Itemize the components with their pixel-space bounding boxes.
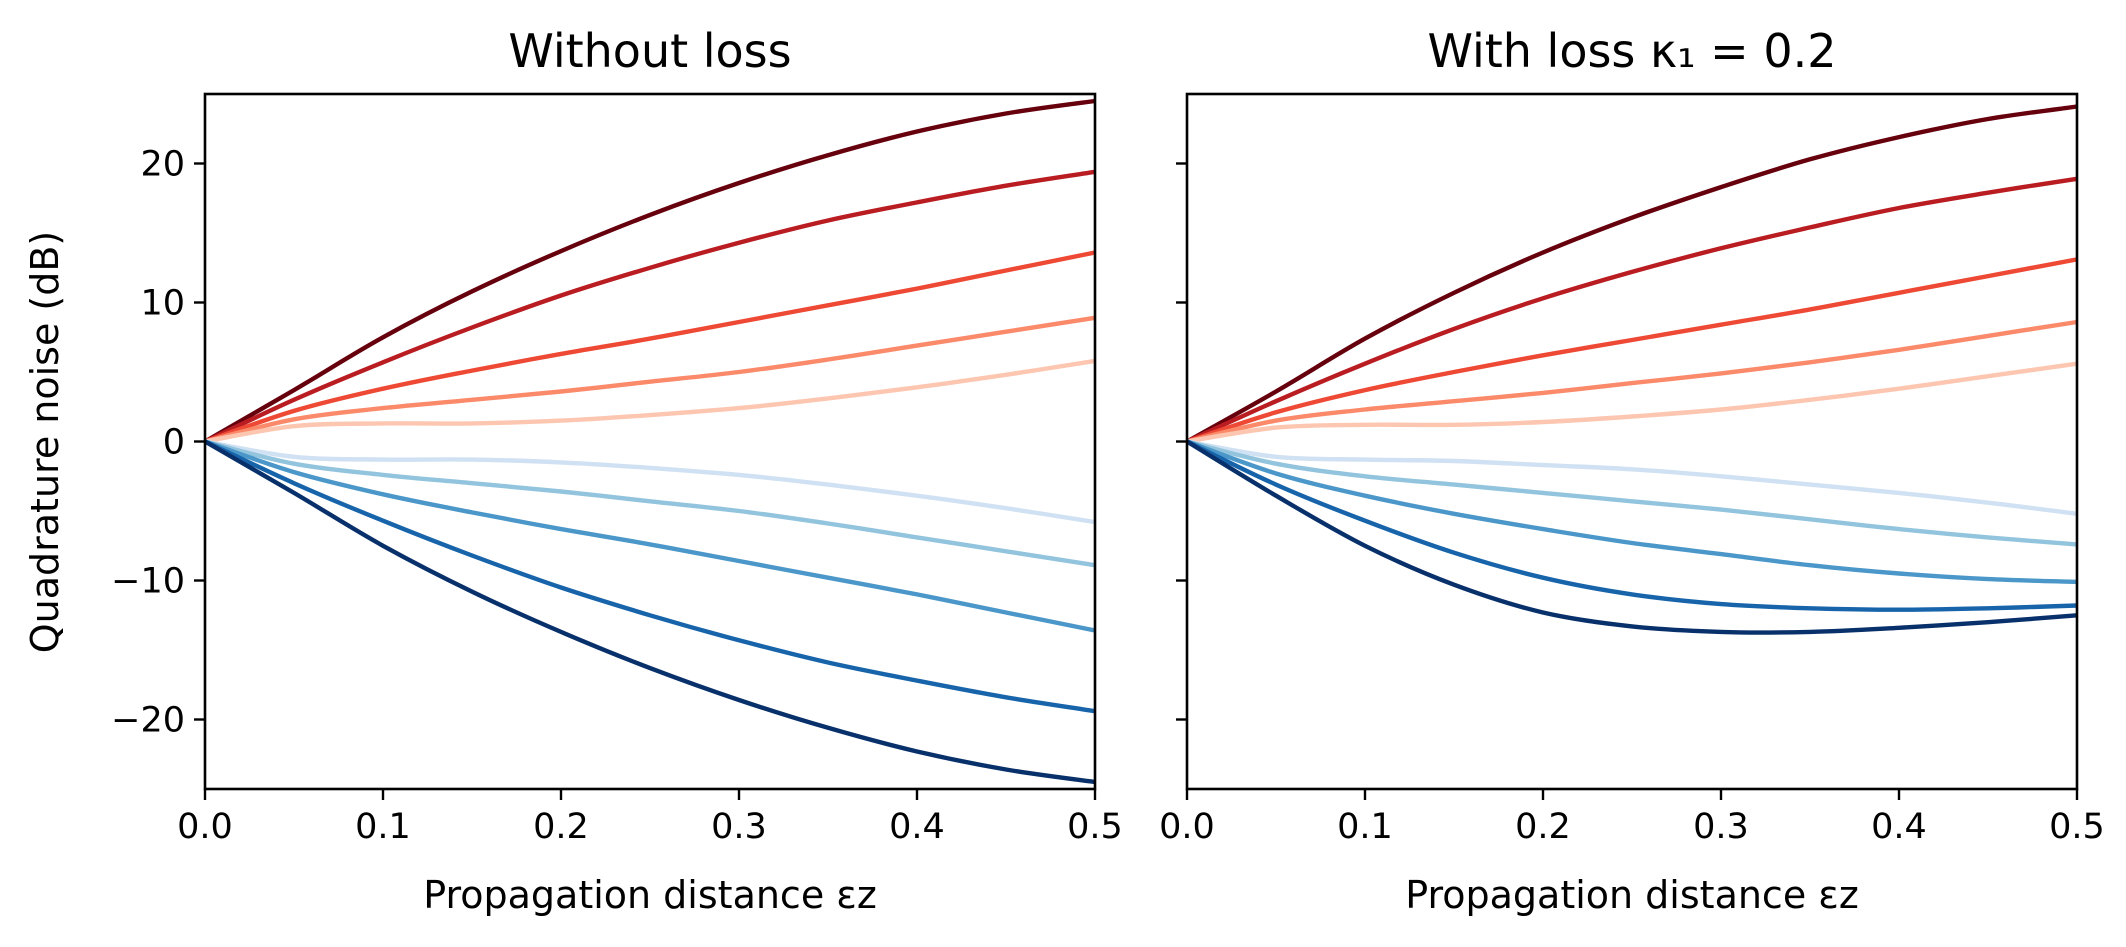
series-line-2 [1186, 176, 2078, 444]
y-tick-label: 0 [163, 423, 185, 463]
y-tick-label: −20 [111, 701, 185, 741]
series-line-3 [204, 250, 1096, 444]
series-line-1 [203, 98, 1096, 444]
series-line-10 [1185, 439, 2078, 635]
x-tick-label: 0.1 [355, 807, 411, 847]
x-tick-label: 0.2 [533, 807, 589, 847]
y-tick-label: 10 [140, 284, 185, 324]
series-line-5 [204, 358, 1096, 444]
series-line-5 [1186, 361, 2078, 444]
series-line-4 [1186, 319, 2078, 444]
series-line-9 [204, 439, 1096, 714]
curves [203, 98, 1096, 785]
x-tick-label: 0.3 [1693, 807, 1749, 847]
series-line-4 [204, 315, 1096, 444]
x-tick-label: 0.3 [711, 807, 767, 847]
x-axis-label: Propagation distance εz [423, 873, 877, 917]
panel-title: Without loss [508, 24, 791, 78]
ticks: 0.0 0.1 0.2 0.3 0.4 0.5 [1159, 162, 2105, 847]
series-line-6 [1186, 439, 2078, 516]
ticks: 0.0 0.1 0.2 0.3 0.4 0.5 −20 −10 0 10 20 [111, 145, 1123, 848]
x-tick-label: 0.4 [1871, 807, 1927, 847]
y-tick-label: −10 [111, 562, 185, 602]
x-tick-label: 0.1 [1337, 807, 1393, 847]
series-line-9 [1186, 439, 2078, 612]
panel-without-loss: Without loss 0.0 0.1 0.2 0.3 0.4 0.5 −20 −10 0 10… [23, 24, 1123, 917]
series-line-3 [1186, 257, 2078, 444]
series-line-8 [204, 439, 1096, 633]
x-tick-label: 0.0 [1159, 807, 1215, 847]
series-line-8 [1186, 439, 2078, 585]
x-tick-label: 0.2 [1515, 807, 1571, 847]
y-axis-label: Quadrature noise (dB) [23, 231, 67, 654]
curves [1185, 104, 2078, 635]
series-line-2 [204, 169, 1096, 444]
x-axis-label: Propagation distance εz [1405, 873, 1859, 917]
x-tick-label: 0.5 [2049, 807, 2105, 847]
y-tick-label: 20 [140, 145, 185, 185]
series-line-10 [203, 439, 1096, 785]
series-line-6 [204, 439, 1096, 525]
x-tick-label: 0.0 [177, 807, 233, 847]
x-tick-label: 0.4 [889, 807, 945, 847]
x-tick-label: 0.5 [1067, 807, 1123, 847]
panel-with-loss: With loss κ₁ = 0.2 0.0 0.1 0.2 0.3 0.4 0.5 Pr… [1159, 24, 2105, 917]
series-line-1 [1185, 104, 2078, 444]
series-line-7 [1186, 439, 2078, 547]
series-line-7 [204, 439, 1096, 568]
panel-title: With loss κ₁ = 0.2 [1427, 24, 1836, 78]
